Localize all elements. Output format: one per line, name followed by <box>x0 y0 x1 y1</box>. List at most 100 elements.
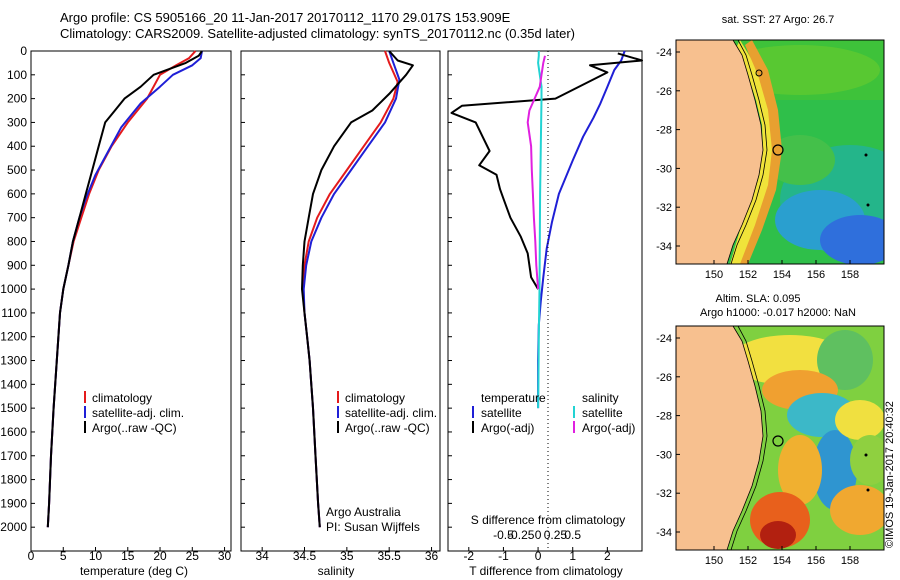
map-lon-label: 154 <box>773 555 791 567</box>
salinity-xlabel: salinity <box>318 564 355 578</box>
series-argo-raw-qc-line <box>46 50 203 528</box>
map-lat-label: -30 <box>656 449 672 461</box>
sla-map-title-2: Argo h1000: -0.017 h2000: NaN <box>700 307 856 319</box>
series-temperature-satellite-line <box>537 50 626 409</box>
map-lon-label: 150 <box>705 269 723 281</box>
x-tick-label: 35 <box>340 549 354 563</box>
depth-tick-label: 600 <box>7 187 27 201</box>
depth-tick-label: 1200 <box>0 330 27 344</box>
depth-tick-label: 800 <box>7 234 27 248</box>
map-lat-label: -34 <box>656 241 672 253</box>
legend-climatology-label: climatology <box>345 391 405 405</box>
x-tick-label: 15 <box>121 549 135 563</box>
sla-map <box>676 326 884 550</box>
legend-t-argo-label: Argo(-adj) <box>481 421 534 435</box>
depth-tick-label: 300 <box>7 115 27 129</box>
depth-tick-label: 1800 <box>0 473 27 487</box>
x-tick-label: 0 <box>535 528 542 542</box>
depth-tick-label: 1100 <box>1 306 27 320</box>
map-lat-label: -32 <box>656 488 672 500</box>
x-axis-ticks: 0 5 10 15 20 25 30 34 34.5 35 35.5 36 -2 -1 0 1 2 -0.5-0.… <box>28 528 611 563</box>
s-difference-label: S difference from climatology <box>471 513 626 527</box>
depth-tick-label: 900 <box>7 258 27 272</box>
depth-tick-label: 500 <box>7 163 27 177</box>
legend-s-argo-label: Argo(-adj) <box>582 421 635 435</box>
series-salinity-argo-adj-line <box>526 55 546 290</box>
map-lon-label: 158 <box>841 269 859 281</box>
difference-legend: temperature salinity satellite Argo(-adj… <box>472 391 635 435</box>
sla-float-position-marker <box>772 435 784 447</box>
temperature-panel-frame <box>30 50 232 552</box>
sst-float-position-marker <box>772 144 784 156</box>
map-lat-label: -28 <box>656 411 672 423</box>
legend-satellite-label: satellite-adj. clim. <box>345 406 437 420</box>
salinity-series-lines <box>301 50 414 528</box>
depth-tick-label: 1400 <box>0 377 27 391</box>
x-tick-label: -0.25 <box>507 528 535 542</box>
difference-panel-frame <box>447 50 643 552</box>
map-lat-label: -26 <box>656 372 672 384</box>
credit-text: ©IMOS 19-Jan-2017 20:40:32 <box>884 401 896 548</box>
header-line-2: Climatology: CARS2009. Satellite-adjuste… <box>60 26 575 41</box>
sst-map-axes: -24 -26 -28 -30 -32 -34 150 152 154 156 158 <box>656 47 859 281</box>
x-tick-label: -1 <box>498 549 509 563</box>
header-line-1: Argo profile: CS 5905166_20 11-Jan-2017 … <box>60 10 511 25</box>
x-tick-label: 0 <box>535 549 542 563</box>
institution-note: Argo Australia <box>326 505 401 519</box>
legend-temperature-title: temperature <box>481 391 546 405</box>
sst-map-frame <box>675 39 885 265</box>
series-temperature-argo-adj-line <box>450 52 643 290</box>
legend-s-satellite-label: satellite <box>582 406 623 420</box>
legend-salinity-title: salinity <box>582 391 619 405</box>
depth-tick-label: 700 <box>7 211 27 225</box>
map-lon-label: 156 <box>807 555 825 567</box>
x-tick-label: 25 <box>186 549 200 563</box>
depth-tick-label: 1000 <box>0 282 27 296</box>
map-lon-label: 158 <box>841 555 859 567</box>
map-lon-label: 156 <box>807 269 825 281</box>
x-tick-label: 5 <box>60 549 67 563</box>
x-tick-label: 36 <box>425 549 439 563</box>
series-salinity-satellite-line <box>537 51 543 409</box>
sla-map-title-1: Altim. SLA: 0.095 <box>716 293 801 305</box>
x-tick-label: 0 <box>28 549 35 563</box>
depth-tick-label: 1600 <box>0 425 27 439</box>
depth-axis: 0 100 200 300 400 500 600 700 800 900 1000 1100 1200… <box>0 44 452 534</box>
x-tick-label: 20 <box>153 549 167 563</box>
x-tick-label: 1 <box>569 549 576 563</box>
x-tick-label: 2 <box>604 549 611 563</box>
x-tick-label: 0.5 <box>564 528 581 542</box>
map-lon-label: 152 <box>739 555 757 567</box>
series-argo-raw-qc-line <box>301 50 414 528</box>
temperature-series-lines <box>46 50 203 528</box>
depth-tick-label: 2000 <box>0 520 27 534</box>
x-tick-label: -2 <box>463 549 474 563</box>
map-lat-label: -30 <box>656 163 672 175</box>
x-tick-label: 35.5 <box>378 549 402 563</box>
x-tick-label: 0.25 <box>544 528 568 542</box>
map-lon-label: 150 <box>705 555 723 567</box>
map-lat-label: -28 <box>656 125 672 137</box>
sla-map-frame <box>675 325 885 551</box>
map-lat-label: -24 <box>656 333 672 345</box>
series-satellite-adj-clim-line <box>46 50 203 528</box>
depth-tick-label: 400 <box>7 139 27 153</box>
map-lat-label: -24 <box>656 47 672 59</box>
x-tick-label: 34.5 <box>293 549 317 563</box>
depth-tick-label: 1500 <box>0 401 27 415</box>
map-lat-label: -34 <box>656 527 672 539</box>
map-lon-label: 154 <box>773 269 791 281</box>
map-lon-label: 152 <box>739 269 757 281</box>
depth-tick-label: 100 <box>7 68 27 82</box>
legend-climatology-label: climatology <box>92 391 152 405</box>
legend-argo-label: Argo(..raw -QC) <box>92 421 177 435</box>
x-tick-label: 30 <box>218 549 232 563</box>
legend-argo-label: Argo(..raw -QC) <box>345 421 430 435</box>
sst-map-title: sat. SST: 27 Argo: 26.7 <box>722 14 835 26</box>
series-climatology-line <box>46 50 197 528</box>
temperature-legend: climatology satellite-adj. clim. Argo(..… <box>84 391 184 435</box>
depth-tick-label: 200 <box>7 92 27 106</box>
depth-tick-label: 1700 <box>0 449 27 463</box>
map-lat-label: -32 <box>656 202 672 214</box>
